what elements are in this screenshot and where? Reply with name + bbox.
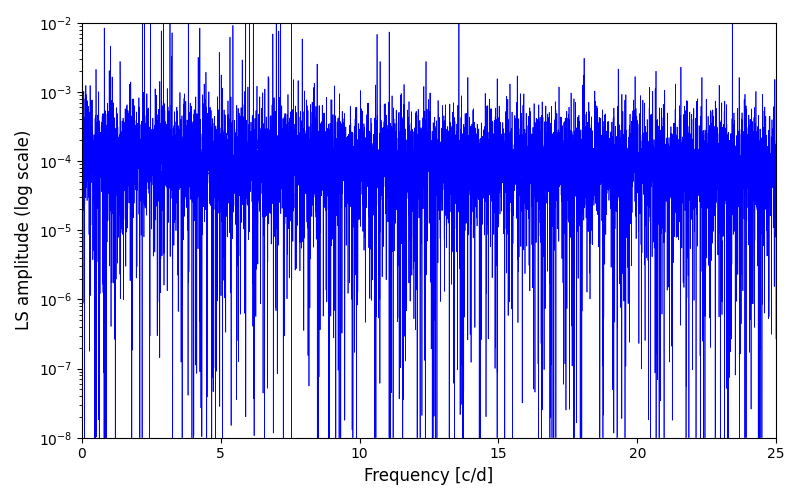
X-axis label: Frequency [c/d]: Frequency [c/d] bbox=[364, 467, 494, 485]
Y-axis label: LS amplitude (log scale): LS amplitude (log scale) bbox=[15, 130, 33, 330]
